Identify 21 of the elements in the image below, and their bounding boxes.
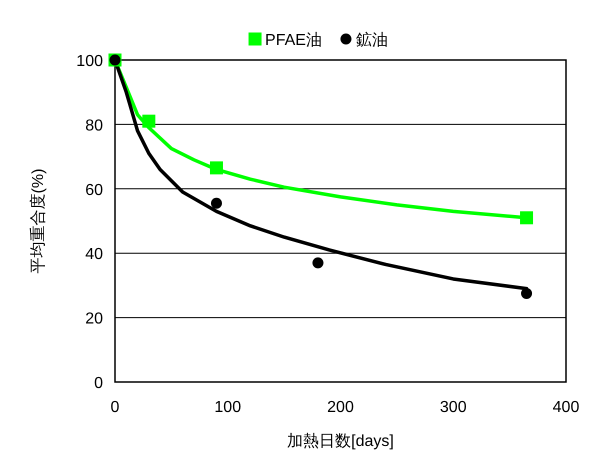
x-tick-label: 200	[327, 399, 354, 416]
y-tick-label: 100	[76, 53, 104, 70]
x-tick-label: 0	[110, 399, 120, 416]
y-tick-label: 80	[85, 117, 104, 134]
x-tick-label: 400	[552, 399, 580, 416]
x-axis-title: 加熱日数[days]	[287, 432, 394, 450]
y-tick-label: 60	[85, 182, 104, 199]
legend-label: PFAE油	[265, 31, 322, 49]
point	[210, 198, 222, 209]
legend-label: 鉱油	[356, 31, 388, 49]
y-axis-title: 平均重合度(%)	[29, 168, 47, 274]
y-tick-label: 20	[85, 310, 104, 328]
point	[210, 161, 223, 174]
point	[142, 114, 156, 128]
x-tick-label: 300	[440, 399, 467, 416]
point	[312, 257, 324, 268]
point	[520, 211, 534, 224]
x-tick-label: 100	[214, 399, 242, 416]
point	[521, 288, 532, 299]
y-tick-label: 0	[94, 375, 104, 392]
y-tick-label: 40	[85, 246, 104, 264]
